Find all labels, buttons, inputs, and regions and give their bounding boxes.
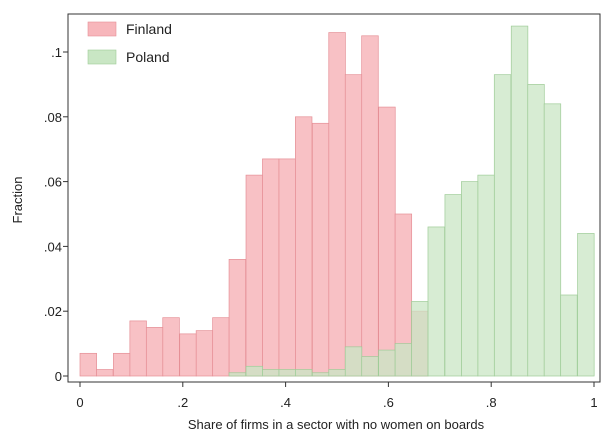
bar-poland-17: [510, 25, 529, 377]
bar-finland-18: [378, 106, 396, 377]
bar-poland-3: [278, 369, 296, 377]
bar-poland-7: [344, 346, 363, 377]
bar-poland-18: [527, 84, 545, 377]
bar-poland-0: [228, 372, 247, 377]
bar-poland-19: [543, 103, 562, 377]
x-tick-label-1: .2: [177, 395, 188, 410]
legend-label-finland: Finland: [126, 21, 172, 37]
bar-poland-9: [378, 349, 396, 377]
bar-poland-1: [245, 365, 263, 377]
y-tick-label-0: 0: [55, 369, 62, 384]
bar-finland-5: [162, 317, 180, 377]
bar-finland-16: [344, 74, 363, 377]
y-tick-label-2: .04: [44, 239, 62, 254]
legend-swatch-poland: [87, 49, 117, 65]
bars-layer: [79, 25, 595, 377]
bar-finland-12: [278, 158, 296, 377]
bar-poland-8: [361, 356, 379, 377]
legend-label-poland: Poland: [126, 49, 170, 65]
bar-poland-11: [411, 301, 429, 377]
axes-layer: 0 .2 .4 .6 .8 1 0 .02 .04 .06 .08 .1: [44, 13, 601, 410]
bar-poland-20: [560, 294, 578, 377]
bar-poland-10: [394, 343, 413, 377]
x-tick-label-5: 1: [590, 395, 597, 410]
x-tick-label-3: .6: [383, 395, 394, 410]
y-axis-label: Fraction: [10, 177, 25, 224]
legend: Finland Poland: [87, 21, 172, 65]
bar-finland-4: [145, 327, 164, 377]
bar-finland-9: [228, 259, 247, 377]
bar-finland-0: [79, 352, 97, 377]
x-tick-label-4: .8: [486, 395, 497, 410]
bar-finland-17: [361, 35, 379, 377]
bar-finland-2: [113, 352, 131, 377]
y-tick-label-3: .06: [44, 175, 62, 190]
bar-finland-10: [245, 174, 263, 377]
bar-poland-14: [461, 181, 479, 377]
bar-finland-15: [328, 32, 346, 377]
x-tick-label-0: 0: [76, 395, 83, 410]
x-tick-label-2: .4: [280, 395, 291, 410]
bar-poland-13: [444, 194, 462, 377]
bar-poland-5: [311, 372, 330, 377]
bar-finland-3: [129, 320, 147, 377]
legend-swatch-finland: [87, 21, 117, 37]
bar-poland-21: [577, 233, 595, 377]
bar-poland-6: [328, 369, 346, 377]
y-tick-label-4: .08: [44, 110, 62, 125]
bar-poland-15: [477, 174, 495, 377]
x-axis-label: Share of firms in a sector with no women…: [188, 417, 485, 432]
plot-frame: [67, 13, 601, 383]
bar-poland-4: [295, 369, 313, 377]
bar-finland-11: [262, 158, 280, 377]
bar-poland-2: [262, 369, 280, 377]
bar-finland-8: [212, 317, 230, 377]
bar-finland-13: [295, 116, 313, 377]
bar-finland-14: [311, 122, 330, 377]
y-tick-label-5: .1: [51, 45, 62, 60]
bar-poland-16: [493, 74, 512, 377]
bar-finland-6: [179, 333, 197, 377]
y-tick-label-1: .02: [44, 304, 62, 319]
bar-finland-1: [96, 369, 114, 377]
bar-poland-12: [427, 226, 445, 377]
bar-finland-7: [195, 330, 214, 377]
